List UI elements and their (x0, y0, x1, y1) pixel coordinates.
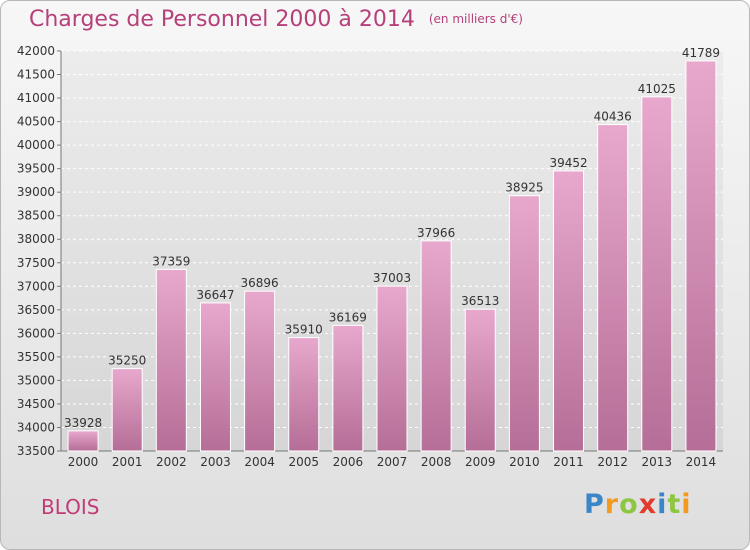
logo-letter: i (681, 489, 692, 520)
y-tick-label: 34000 (17, 420, 55, 434)
x-tick-label: 2005 (288, 455, 319, 469)
y-tick-label: 33500 (17, 444, 55, 458)
x-tick-label: 2006 (333, 455, 364, 469)
data-label: 33928 (64, 416, 102, 430)
y-tick-label: 37000 (17, 279, 55, 293)
bar (199, 302, 231, 452)
bar (155, 268, 187, 452)
y-tick-label: 39000 (17, 185, 55, 199)
data-label: 39452 (549, 156, 587, 170)
x-tick-label: 2008 (421, 455, 452, 469)
y-tick-label: 40000 (17, 138, 55, 152)
chart-title: Charges de Personnel 2000 à 2014 (en mill… (29, 7, 523, 32)
x-tick-label: 2011 (553, 455, 584, 469)
x-tick-label: 2009 (465, 455, 496, 469)
bar (288, 337, 320, 452)
data-label: 40436 (594, 110, 632, 124)
x-tick-label: 2007 (377, 455, 408, 469)
bar (597, 124, 629, 452)
y-tick-label: 35500 (17, 350, 55, 364)
chart-subtitle: (en milliers d'€) (428, 12, 523, 26)
y-tick-label: 41000 (17, 91, 55, 105)
data-label: 37359 (152, 254, 190, 268)
y-tick-label: 38000 (17, 232, 55, 246)
y-tick-label: 37500 (17, 256, 55, 270)
y-tick-label: 36000 (17, 326, 55, 340)
logo-letter: o (619, 489, 639, 520)
logo-letter: r (604, 489, 620, 520)
logo-letter: i (657, 489, 668, 520)
bar (641, 96, 673, 452)
y-tick-label: 34500 (17, 397, 55, 411)
x-tick-label: 2000 (68, 455, 99, 469)
x-tick-label: 2010 (509, 455, 540, 469)
x-tick-label: 2012 (597, 455, 628, 469)
data-label: 38925 (505, 181, 543, 195)
x-tick-label: 2004 (244, 455, 275, 469)
data-label: 41025 (638, 82, 676, 96)
proxiti-logo: Proxiti (584, 489, 692, 520)
x-tick-label: 2013 (642, 455, 673, 469)
data-label: 35250 (108, 354, 146, 368)
city-label: BLOIS (41, 495, 100, 519)
bar (244, 290, 276, 452)
bar (553, 170, 585, 452)
bar (332, 324, 364, 452)
y-tick-label: 38500 (17, 209, 55, 223)
data-label: 36169 (329, 310, 367, 324)
bar (111, 368, 143, 452)
data-label: 35910 (285, 323, 323, 337)
bar (685, 60, 717, 452)
y-tick-label: 40500 (17, 115, 55, 129)
title-text: Charges de Personnel 2000 à 2014 (29, 7, 415, 32)
y-tick-label: 35000 (17, 373, 55, 387)
data-label: 41789 (682, 46, 720, 60)
logo-letter: t (667, 489, 682, 520)
data-label: 36513 (461, 294, 499, 308)
bar (376, 285, 408, 452)
y-tick-label: 41500 (17, 68, 55, 82)
bar (67, 430, 99, 452)
bar (464, 308, 496, 452)
y-tick-label: 36500 (17, 303, 55, 317)
logo-letter: P (584, 489, 605, 520)
x-tick-label: 2014 (686, 455, 717, 469)
bar (508, 195, 540, 452)
y-tick-label: 39500 (17, 162, 55, 176)
y-tick-label: 42000 (17, 44, 55, 58)
data-label: 37966 (417, 226, 455, 240)
x-tick-label: 2003 (200, 455, 231, 469)
logo-letter: x (638, 489, 658, 520)
x-tick-label: 2002 (156, 455, 187, 469)
data-label: 36896 (241, 276, 279, 290)
data-label: 37003 (373, 271, 411, 285)
bar (420, 240, 452, 452)
x-tick-label: 2001 (112, 455, 143, 469)
data-label: 36647 (196, 288, 234, 302)
